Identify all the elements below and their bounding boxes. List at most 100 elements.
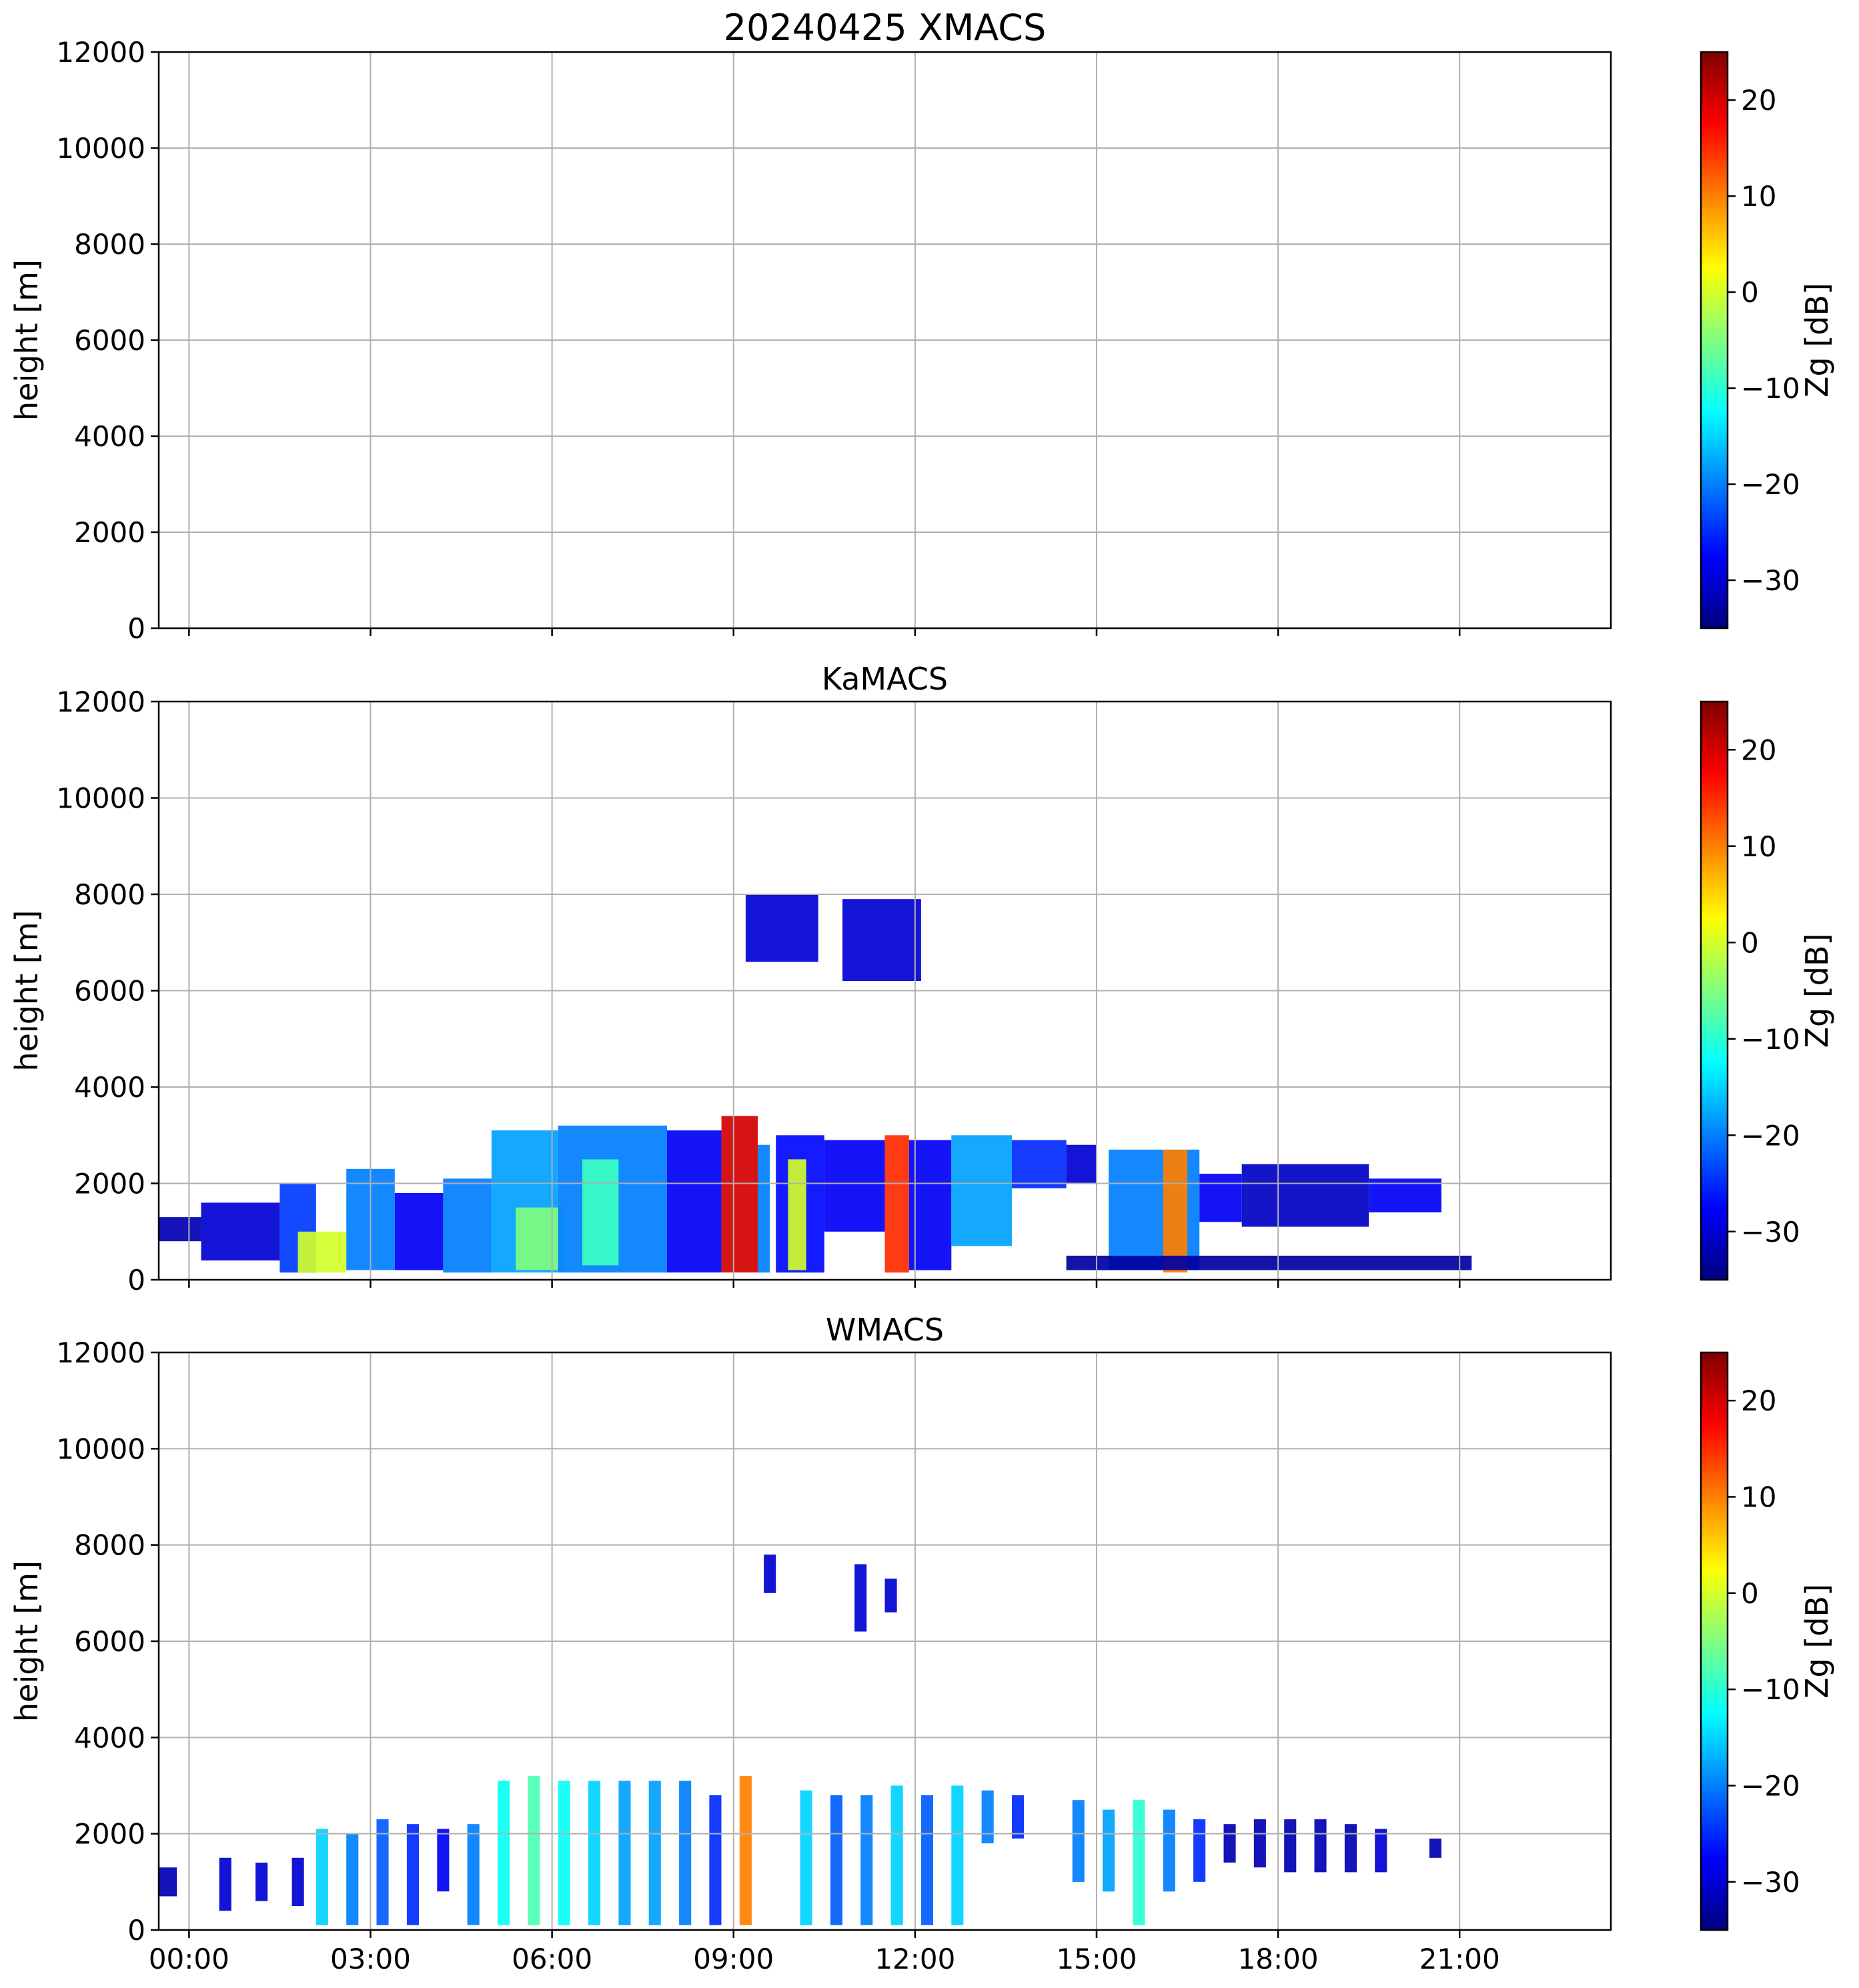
colorbar-label: Zg [dB]	[1799, 283, 1835, 397]
colorbar-label: Zg [dB]	[1799, 934, 1835, 1048]
heatmap-layer	[159, 1555, 1441, 1925]
heatmap-cell	[1163, 1149, 1188, 1273]
heatmap-cell	[884, 1135, 909, 1273]
colorbar-tick-label: 0	[1741, 926, 1759, 959]
heatmap-cell	[1314, 1819, 1327, 1873]
heatmap-cell	[764, 1555, 776, 1593]
heatmap-cell	[255, 1863, 268, 1901]
x-tick-label: 03:00	[330, 1943, 411, 1975]
heatmap-layer	[159, 894, 1472, 1273]
heatmap-cell	[1163, 1809, 1175, 1892]
x-tick-label: 15:00	[1056, 1943, 1137, 1975]
heatmap-cell	[745, 894, 818, 962]
colorbar-gradient	[1700, 51, 1729, 630]
y-tick-label: 6000	[74, 1625, 145, 1658]
heatmap-cell	[758, 1144, 770, 1273]
y-axis-label: height [m]	[9, 1561, 45, 1722]
heatmap-cell	[443, 1178, 492, 1273]
colorbar-tick-label: −20	[1741, 468, 1800, 501]
colorbar-tick-label: 0	[1741, 276, 1759, 309]
heatmap-cell	[1375, 1829, 1387, 1873]
colorbar-tick-label: −10	[1741, 1023, 1800, 1056]
grid	[159, 701, 1611, 1280]
heatmap-cell	[667, 1130, 722, 1273]
heatmap-cell	[1223, 1824, 1236, 1863]
heatmap-cell	[981, 1790, 994, 1844]
heatmap-cell	[1072, 1800, 1085, 1882]
heatmap-cell	[618, 1781, 631, 1925]
y-tick-label: 4000	[74, 1071, 145, 1104]
heatmap-cell	[1199, 1174, 1242, 1222]
y-tick-label: 8000	[74, 1529, 145, 1562]
heatmap-cell	[159, 1867, 177, 1897]
heatmap-cell	[437, 1829, 450, 1892]
colorbar-tick-label: 20	[1741, 734, 1776, 766]
heatmap-cell	[1241, 1164, 1369, 1227]
colorbar-tick-label: −30	[1741, 1216, 1800, 1248]
colorbar-gradient	[1700, 700, 1729, 1281]
heatmap-cell	[1369, 1178, 1441, 1212]
x-tick-label: 12:00	[874, 1943, 955, 1975]
heatmap-cell	[709, 1795, 722, 1925]
heatmap-cell	[1066, 1255, 1472, 1270]
panel-wmacs: 0 2000 4000 6000 8000 10000 12000 00:00 03:00 06:…	[9, 1312, 1835, 1975]
heatmap-cell	[679, 1781, 692, 1925]
heatmap-cell	[588, 1781, 601, 1925]
panel-kamacs: 0 2000 4000 6000 8000 10000 12000 height [m] KaM…	[9, 661, 1835, 1296]
heatmap-cell	[884, 1579, 897, 1613]
heatmap-cell	[1344, 1824, 1357, 1873]
heatmap-cell	[219, 1857, 231, 1911]
y-tick-label: 2000	[74, 1168, 145, 1200]
y-tick-label: 10000	[56, 132, 145, 165]
panel-title: 20240425 XMACS	[724, 7, 1047, 49]
x-tick-label: 06:00	[512, 1943, 592, 1975]
heatmap-cell	[920, 1795, 933, 1925]
heatmap-cell	[800, 1790, 812, 1925]
heatmap-cell	[721, 1116, 758, 1273]
colorbar-tick-label: −10	[1741, 372, 1800, 405]
heatmap-cell	[830, 1795, 842, 1925]
heatmap-cell	[394, 1193, 444, 1270]
heatmap-cell	[854, 1564, 867, 1632]
heatmap-cell	[516, 1207, 564, 1270]
heatmap-cell	[1284, 1819, 1297, 1873]
y-tick-label: 6000	[74, 324, 145, 357]
heatmap-cell	[1253, 1819, 1266, 1868]
y-tick-label: 12000	[56, 686, 145, 718]
colorbar: 20 10 0 −10 −20 −30 Zg [dB]	[1700, 51, 1835, 630]
heatmap-cell	[291, 1857, 304, 1906]
y-tick-label: 12000	[56, 1336, 145, 1369]
heatmap-cell	[1429, 1838, 1441, 1858]
colorbar: 20 10 0 −10 −20 −30 Zg [dB]	[1700, 1351, 1835, 1931]
colorbar-tick-label: −30	[1741, 564, 1800, 597]
heatmap-cell	[316, 1829, 328, 1925]
y-tick-label: 2000	[74, 1818, 145, 1851]
y-tick-label: 4000	[74, 420, 145, 453]
colorbar-tick-label: 0	[1741, 1577, 1759, 1610]
x-tick-label: 18:00	[1238, 1943, 1319, 1975]
x-tick-label: 21:00	[1419, 1943, 1500, 1975]
heatmap-cell	[908, 1140, 952, 1270]
colorbar-tick-label: −20	[1741, 1119, 1800, 1152]
y-tick-label: 6000	[74, 975, 145, 1008]
colorbar-label: Zg [dB]	[1799, 1584, 1835, 1699]
heatmap-cell	[824, 1140, 885, 1232]
y-tick-label: 10000	[56, 782, 145, 815]
colorbar-tick-label: 20	[1741, 1384, 1776, 1417]
heatmap-cell	[528, 1776, 540, 1925]
colorbar-tick-label: −30	[1741, 1866, 1800, 1899]
y-tick-label: 0	[127, 1264, 145, 1296]
colorbar-tick-label: 20	[1741, 84, 1776, 117]
heatmap-cell	[346, 1833, 359, 1925]
panel-title: WMACS	[826, 1312, 944, 1348]
y-tick-label: 12000	[56, 36, 145, 69]
colorbar-tick-label: 10	[1741, 1481, 1776, 1514]
heatmap-cell	[739, 1776, 752, 1925]
y-tick-label: 2000	[74, 516, 145, 549]
y-tick-label: 4000	[74, 1721, 145, 1754]
heatmap-cell	[788, 1159, 806, 1270]
x-tick-label: 00:00	[149, 1943, 229, 1975]
heatmap-cell	[558, 1781, 570, 1925]
heatmap-cell	[1012, 1140, 1067, 1188]
